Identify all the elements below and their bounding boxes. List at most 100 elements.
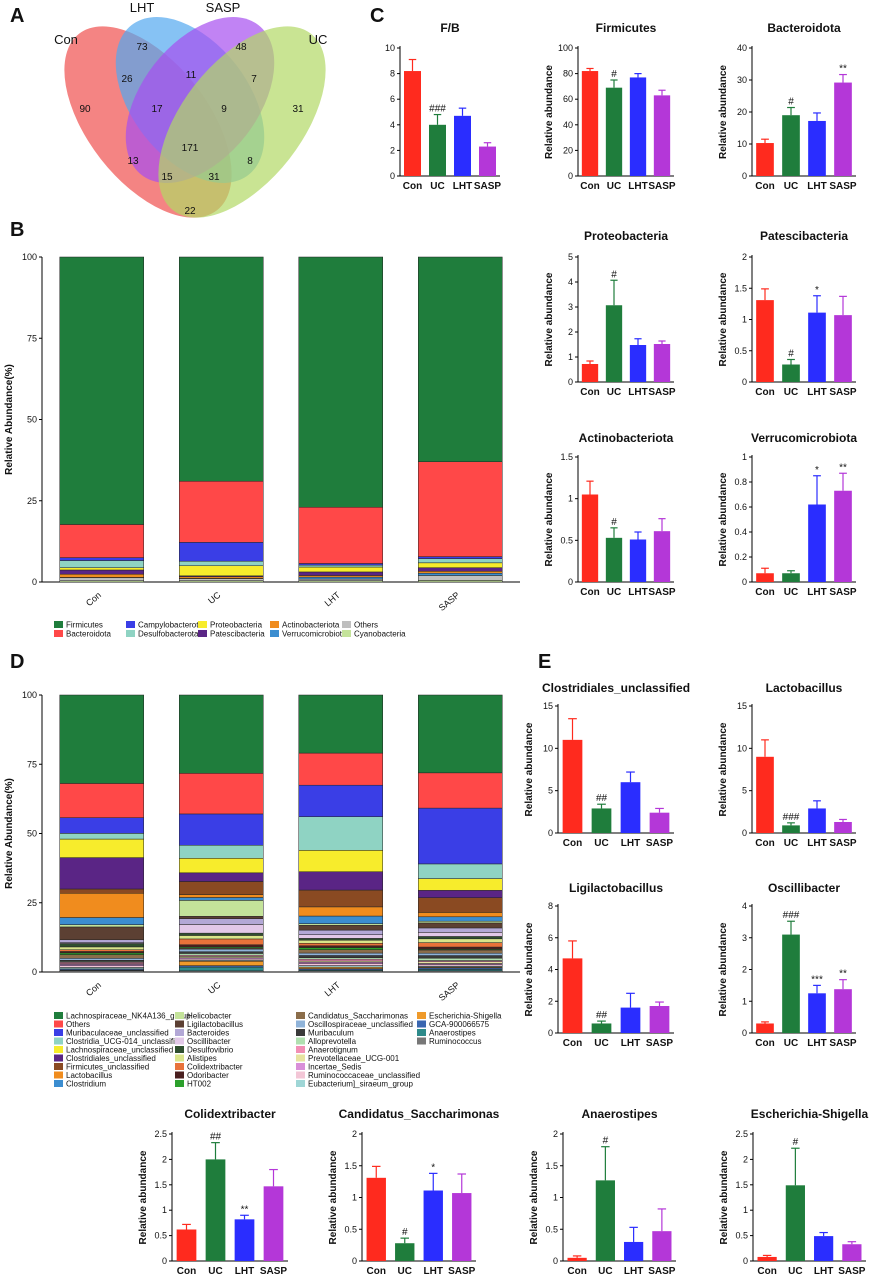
x-tick-label: UC <box>784 1038 798 1049</box>
segment-bacteroides <box>59 939 144 943</box>
significance-mark: ## <box>596 793 608 804</box>
x-tick-label: SASP <box>646 838 674 849</box>
legend-swatch <box>270 621 279 628</box>
y-tick-label: 100 <box>558 43 573 53</box>
significance-mark: ## <box>210 1132 222 1143</box>
y-tick-label: 0.5 <box>735 1231 748 1241</box>
bar-sasp <box>842 1244 862 1261</box>
y-tick-label: 4 <box>568 277 573 287</box>
panel-letter-E: E <box>538 651 551 673</box>
legend-item: Clostridia_UCG-014_unclassified <box>66 1037 184 1046</box>
bar-lht <box>808 120 826 176</box>
segment-bacteroidota <box>298 507 383 564</box>
segment-lachnospiraceae-unclassified <box>298 850 383 872</box>
segment-proteobacteria <box>179 565 264 577</box>
panel-letter-C: C <box>370 5 384 27</box>
legend-item: Others <box>354 621 378 630</box>
y-tick-label: 1.5 <box>734 283 747 293</box>
legend-item: Lachnospiraceae_unclassified <box>66 1046 173 1055</box>
bar-con <box>567 1257 587 1261</box>
bar-uc <box>605 537 623 582</box>
bar-chart-e-colidextribacter: Colidextribacter Relative abundance 0 0.5 1 1… <box>138 1107 288 1277</box>
bar-uc <box>591 808 612 833</box>
x-tick-label: LHT <box>814 1266 833 1277</box>
y-tick-label: 1.5 <box>560 452 573 462</box>
segment-odoribacter <box>418 946 503 950</box>
segment-clostridiales-unclassified <box>418 890 503 898</box>
segment-alloprevotella <box>418 957 503 961</box>
legend-item: Desulfovibrio <box>187 1046 234 1055</box>
bar-chart-c-firmicutes: Firmicutes Relative abundance 0 20 40 60 80 100… <box>544 21 676 192</box>
x-tick-label: UC <box>784 587 798 598</box>
segment-campylobacterota <box>59 557 144 561</box>
bar-uc <box>605 305 623 382</box>
x-tick-label: LHT <box>424 1266 443 1277</box>
bar-chart-c-proteobacteria: Proteobacteria Relative abundance 0 1 2 3 4 5 Co… <box>544 229 676 398</box>
y-tick-label: 0 <box>743 1256 748 1266</box>
significance-mark: # <box>611 269 617 280</box>
y-tick-label: 1 <box>742 315 747 325</box>
bar-lht <box>234 1219 255 1261</box>
segment-colidextribacter <box>418 942 503 948</box>
x-tick-label: UC <box>607 587 621 598</box>
significance-mark: * <box>815 285 819 296</box>
segment-patescibacteria <box>418 567 503 572</box>
bar-lht <box>624 1241 644 1261</box>
legend-item: Actinobacteriota <box>282 621 340 630</box>
segment-desulfobacterota <box>298 564 383 568</box>
segment-oscillibacter <box>179 924 264 934</box>
y-tick-label: 6 <box>548 933 553 943</box>
bar-lht <box>814 1236 834 1261</box>
x-tick-label: SASP <box>648 387 676 398</box>
legend-item: Alloprevotella <box>308 1037 357 1046</box>
x-tick-label: LHT <box>807 1038 826 1049</box>
chart-title: Verrucomicrobiota <box>751 431 857 445</box>
chart-title: Lactobacillus <box>766 681 843 695</box>
bar-lht <box>423 1190 443 1261</box>
y-tick-label: 0 <box>742 377 747 387</box>
legend-swatch <box>417 1037 426 1045</box>
segment-oscillibacter <box>298 934 383 939</box>
y-tick-label: 25 <box>27 496 37 506</box>
legend-swatch <box>54 1029 63 1036</box>
segment-alistipes <box>59 946 144 950</box>
segment-lachnospiraceae-unclassified <box>179 858 264 874</box>
y-axis-label: Relative abundance <box>544 272 555 366</box>
significance-mark: # <box>788 349 794 360</box>
x-tick-label: Con <box>403 181 422 192</box>
y-tick-label: 0.5 <box>560 535 573 545</box>
legend-item: Incertae_Sedis <box>308 1063 361 1072</box>
segment-desulfovibrio <box>418 936 503 940</box>
venn-count: 26 <box>121 74 133 85</box>
segment-firmicutes <box>418 256 503 462</box>
venn-count: 31 <box>292 104 304 115</box>
legend-item: Bacteroides <box>187 1029 229 1038</box>
x-tick-label: Con <box>580 387 599 398</box>
legend-item: Bacteroidota <box>66 630 111 639</box>
y-axis-label: Relative abundance <box>718 722 729 816</box>
x-tick-label: UC <box>788 1266 802 1277</box>
segment-ruminococcaceae-unclassified <box>59 965 144 968</box>
significance-mark: *** <box>811 974 823 985</box>
bar-lht <box>629 539 647 582</box>
bar-chart-e-saccharimonas: Candidatus_Saccharimonas Relative abundan… <box>328 1107 500 1277</box>
segment-clostridiales-unclassified <box>179 872 264 882</box>
significance-mark: * <box>815 465 819 476</box>
legend-item: Proteobacteria <box>210 621 263 630</box>
significance-mark: ## <box>596 1010 608 1021</box>
segment-alistipes <box>298 939 383 944</box>
bar-chart-e-escherichia: Escherichia-Shigella Relative abundance 0 0… <box>719 1107 869 1277</box>
bar-lht <box>620 782 641 833</box>
y-tick-label: 80 <box>563 69 573 79</box>
venn-count: 17 <box>151 104 163 115</box>
y-tick-label: 1 <box>742 452 747 462</box>
y-axis-label: Relative abundance <box>719 1150 730 1244</box>
x-tick-label: SASP <box>838 1266 866 1277</box>
legend-swatch <box>54 1046 63 1053</box>
segment-muribaculum <box>298 955 383 958</box>
segment-candidatus-saccharimonas <box>59 954 144 959</box>
legend-item: Helicobacter <box>187 1012 232 1021</box>
legend-swatch <box>296 1054 305 1062</box>
segment-bacteroidota <box>418 461 503 557</box>
legend-swatch <box>175 1037 184 1045</box>
